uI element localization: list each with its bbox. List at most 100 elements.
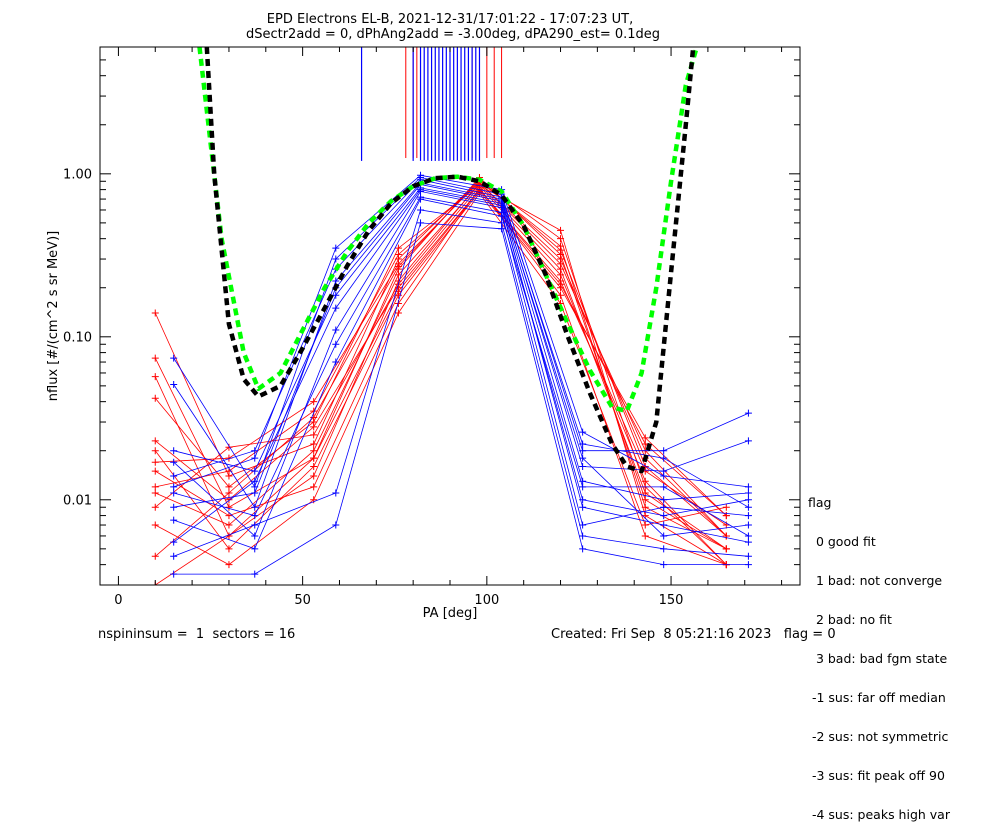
blue-point: [332, 340, 340, 348]
x-tick-label: 0: [114, 593, 122, 608]
red-point: [151, 394, 159, 402]
blue-point: [579, 454, 587, 462]
blue-point: [744, 489, 752, 497]
blue-point: [579, 483, 587, 491]
blue-point: [417, 195, 425, 203]
blue-point: [579, 521, 587, 529]
blue-point: [332, 358, 340, 366]
blue-point: [332, 255, 340, 263]
blue-point: [251, 454, 259, 462]
red-point: [394, 250, 402, 258]
blue-point: [417, 186, 425, 194]
blue-point: [660, 483, 668, 491]
red-point: [151, 437, 159, 445]
blue-point: [251, 477, 259, 485]
blue-profile-line: [173, 187, 749, 501]
legend-item: -3 sus: fit peak off 90: [808, 768, 945, 783]
y-tick-label: 1.00: [63, 167, 92, 182]
red-point: [151, 447, 159, 455]
blue-point: [170, 503, 178, 511]
blue-point: [170, 516, 178, 524]
red-point: [310, 423, 318, 431]
blue-point: [744, 521, 752, 529]
blue-point: [744, 496, 752, 504]
red-point: [310, 472, 318, 480]
red-point: [151, 354, 159, 362]
red-point: [151, 483, 159, 491]
blue-point: [579, 428, 587, 436]
red-point: [394, 262, 402, 270]
blue-point: [332, 489, 340, 497]
blue-point: [579, 545, 587, 553]
red-profile-line: [155, 192, 727, 566]
axes-layer: 0 50 100 150 0.01 0.10 1.00: [63, 46, 800, 608]
y-axis-label: nflux [#/(cm^2 s sr MeV)]: [46, 231, 61, 401]
red-point: [225, 443, 233, 451]
legend-item: 2 bad: no fit: [808, 612, 892, 627]
blue-profile-line: [173, 222, 749, 575]
red-point: [151, 458, 159, 466]
red-point: [557, 226, 565, 234]
red-point: [557, 271, 565, 279]
red-point: [641, 463, 649, 471]
red-point: [151, 552, 159, 560]
y-tick-label: 0.01: [63, 493, 92, 508]
blue-point: [579, 503, 587, 511]
red-point: [394, 244, 402, 252]
footer-right: Created: Fri Sep 8 05:21:16 2023 flag = …: [551, 627, 836, 642]
x-axis-label: PA [deg]: [423, 606, 478, 621]
blue-point: [251, 489, 259, 497]
red-point: [310, 496, 318, 504]
blue-profile-line: [173, 182, 749, 509]
y-tick-label: 0.10: [63, 330, 92, 345]
red-point: [641, 503, 649, 511]
legend-item: -1 sus: far off median: [808, 690, 946, 705]
blue-point: [744, 437, 752, 445]
blue-point: [170, 380, 178, 388]
red-point: [151, 309, 159, 317]
red-point: [557, 280, 565, 288]
blue-point: [170, 538, 178, 546]
data-layer: [151, 47, 752, 585]
red-point: [557, 255, 565, 263]
blue-profile-line: [173, 209, 749, 557]
red-point: [225, 483, 233, 491]
blue-point: [744, 538, 752, 546]
blue-point: [170, 489, 178, 497]
blue-point: [332, 304, 340, 312]
chart-title-line-2: dSectr2add = 0, dPhAng2add = -3.00deg, d…: [246, 27, 660, 42]
blue-point: [170, 570, 178, 578]
blue-point: [170, 552, 178, 560]
red-point: [310, 483, 318, 491]
red-point: [310, 440, 318, 448]
green-fit-curve: [197, 47, 699, 414]
blue-point: [251, 512, 259, 520]
blue-profile-line: [173, 196, 749, 526]
red-point: [641, 532, 649, 540]
blue-point: [498, 219, 506, 227]
blue-point: [498, 212, 506, 220]
red-profile-line: [155, 187, 727, 565]
red-point: [225, 512, 233, 520]
flag-legend: flag 0 good fit 1 bad: not converge 2 ba…: [808, 470, 950, 834]
blue-point: [579, 463, 587, 471]
blue-profile-line: [173, 190, 749, 537]
red-point: [641, 521, 649, 529]
red-profile-line: [155, 182, 727, 537]
blue-point: [660, 545, 668, 553]
blue-point: [251, 570, 259, 578]
blue-point: [660, 472, 668, 480]
blue-point: [170, 483, 178, 491]
chart-title-line-1: EPD Electrons EL-B, 2021-12-31/17:01:22 …: [267, 12, 633, 27]
blue-point: [744, 483, 752, 491]
blue-profile-line: [173, 189, 749, 543]
x-tick-label: 100: [474, 593, 499, 608]
legend-item: -2 sus: not symmetric: [808, 729, 949, 744]
red-profile-line: [155, 188, 727, 526]
legend-item: -4 sus: peaks high var: [808, 807, 950, 822]
blue-point: [251, 532, 259, 540]
red-point: [394, 309, 402, 317]
blue-point: [251, 545, 259, 553]
blue-point: [251, 447, 259, 455]
blue-point: [660, 521, 668, 529]
